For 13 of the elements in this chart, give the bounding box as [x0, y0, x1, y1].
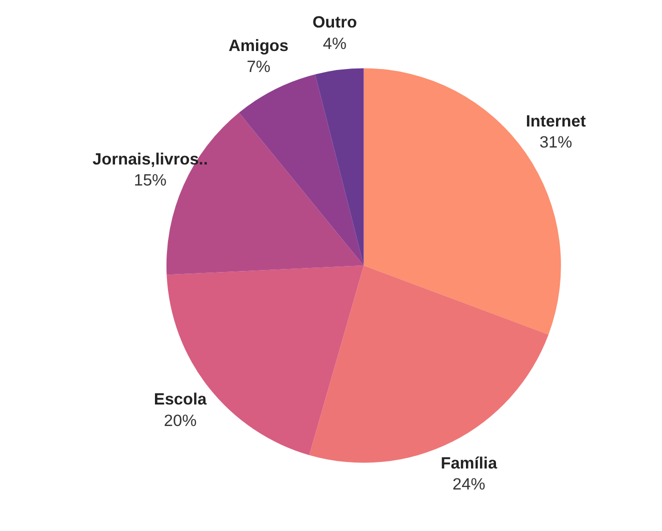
pie-slice [315, 68, 364, 266]
data-label: 24% [452, 476, 486, 494]
pie-slice [239, 74, 364, 266]
slice-label: Família [440, 454, 498, 473]
data-label: 20% [164, 412, 197, 430]
slice-label: Escola [154, 390, 208, 409]
slice-label: Internet [526, 112, 586, 130]
slice-label: Amigos [228, 36, 289, 55]
data-label: 31% [539, 134, 572, 152]
data-label: 7% [246, 58, 270, 76]
slice-label: Outro [312, 14, 357, 32]
data-label: 15% [134, 172, 167, 190]
data-label: 4% [322, 34, 347, 53]
